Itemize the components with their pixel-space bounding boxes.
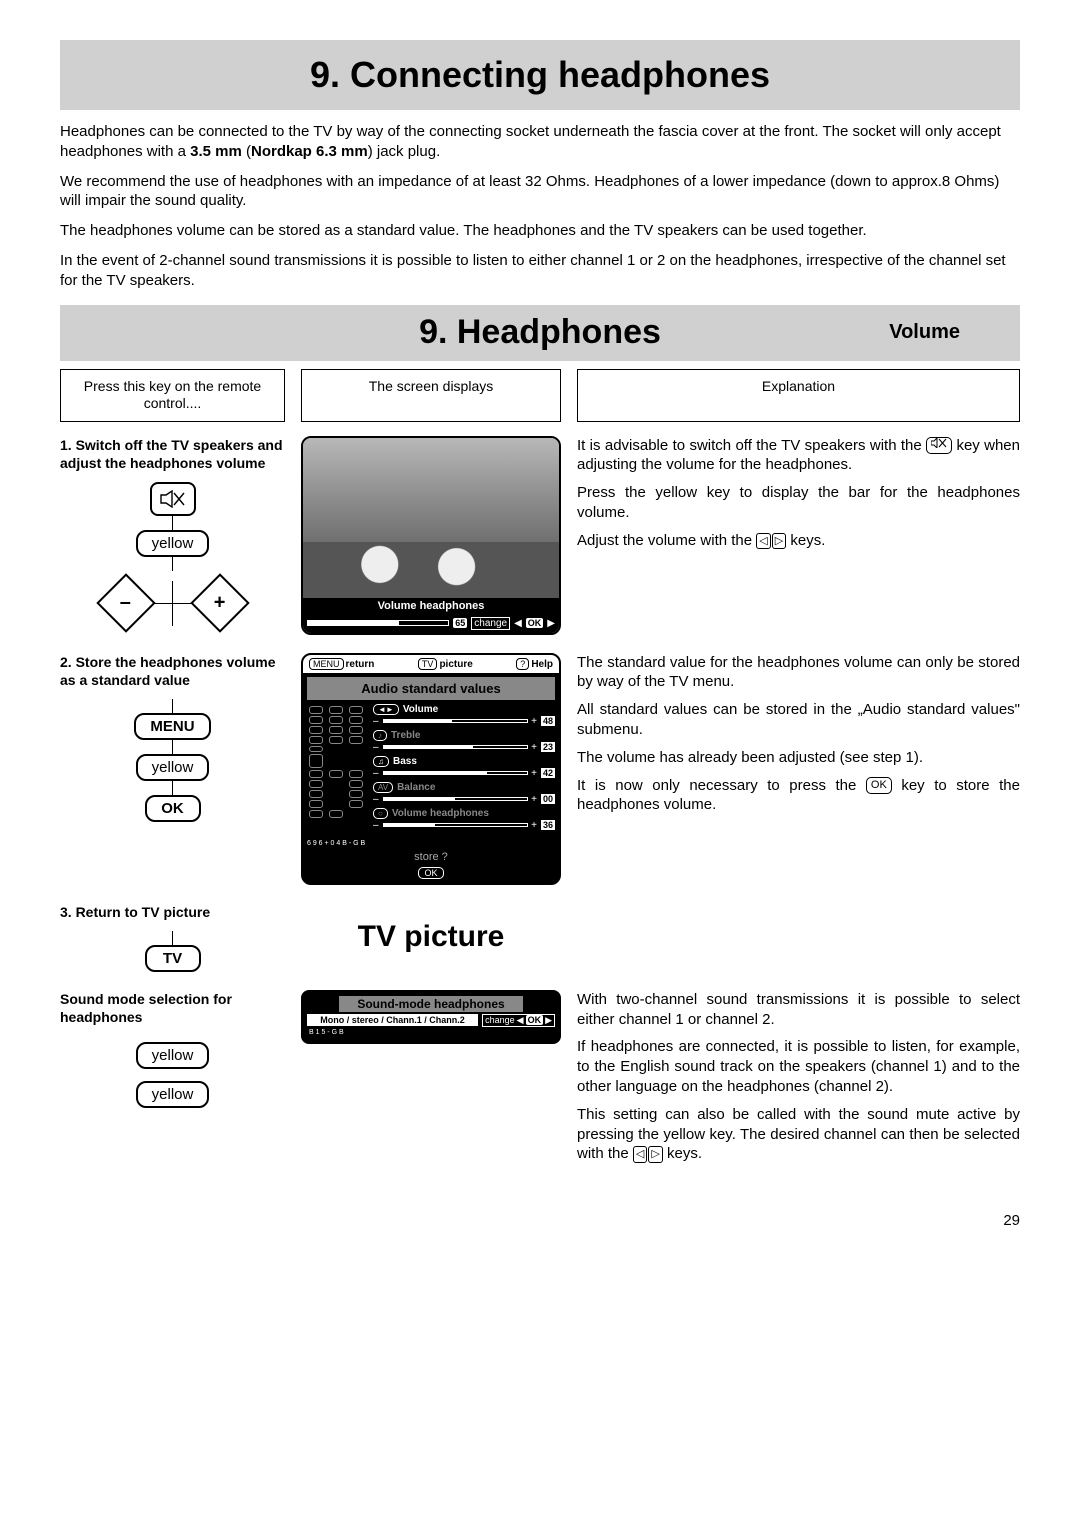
osd-volume-bar: 65 change ◀ OK ▶ [303, 614, 559, 633]
menu-footer: 6 9 6 + 0 4 B - G B [303, 838, 559, 849]
left-triangle-icon: ◀ [514, 618, 522, 629]
step1-explanation: It is advisable to switch off the TV spe… [577, 436, 1020, 635]
intro-p4: In the event of 2-channel sound transmis… [60, 251, 1020, 291]
step1-middle: Volume headphones 65 change ◀ OK ▶ [301, 436, 561, 635]
osd-volume-title: Volume headphones [303, 598, 559, 614]
yellow-key: yellow [136, 530, 210, 557]
osd-volume-value: 65 [453, 618, 467, 628]
menu-item: ◄►Volume – + 48 [373, 704, 555, 727]
step2-left: 2. Store the headphones volume as a stan… [60, 653, 285, 885]
tv-key: TV [145, 945, 201, 972]
intro-p1-bold1: 3.5 mm [190, 143, 242, 160]
sound-mode-options: Mono / stereo / Chann.1 / Chann.2 [307, 1014, 478, 1026]
mute-icon [150, 482, 196, 516]
yellow-key: yellow [136, 1042, 210, 1069]
step1-row: 1. Switch off the TV speakers and adjust… [60, 436, 1020, 635]
sound-mode-change: change ◀ OK ▶ [482, 1014, 555, 1027]
sound-mode-screenshot: Sound-mode headphones Mono / stereo / Ch… [301, 990, 561, 1044]
osd-change-label: change [471, 617, 510, 630]
step3-left: 3. Return to TV picture TV [60, 903, 285, 972]
tv-picture-label: TV picture [358, 920, 505, 954]
intro-p1-paren-open: ( [242, 143, 251, 160]
step1-title: 1. Switch off the TV speakers and adjust… [60, 436, 285, 472]
step3-title: 3. Return to TV picture [60, 903, 285, 921]
step2-row: 2. Store the headphones volume as a stan… [60, 653, 1020, 885]
inline-mute-icon [926, 437, 952, 453]
column-headers: Press this key on the remote control....… [60, 369, 1020, 422]
menu-list: ◄►Volume – + 48 ♪Treble – + 23 ♫Bass – +… [373, 704, 555, 834]
intro-p1-close: ) jack plug. [368, 143, 441, 160]
plus-key: + [190, 574, 249, 633]
section-banner-headphones: 9. Headphones Volume [60, 305, 1020, 361]
left-triangle-icon: ◀ [517, 1015, 524, 1026]
intro-p1: Headphones can be connected to the TV by… [60, 122, 1020, 162]
tv-screenshot-volume: Volume headphones 65 change ◀ OK ▶ [301, 436, 561, 635]
step1-remote-seq: yellow – + [60, 482, 285, 626]
intro-p1-bold2: Nordkap 6.3 mm [251, 143, 368, 160]
step4-row: Sound mode selection for headphones yell… [60, 990, 1020, 1172]
menu-item: ♫Bass – + 42 [373, 756, 555, 779]
col-header-right: Explanation [577, 369, 1020, 422]
menu-screenshot-audio: MENUreturn TVpicture ?Help Audio standar… [301, 653, 561, 885]
step4-middle: Sound-mode headphones Mono / stereo / Ch… [301, 990, 561, 1172]
step4-explanation: With two-channel sound transmissions it … [577, 990, 1020, 1172]
col-header-mid: The screen displays [301, 369, 561, 422]
step3-row: 3. Return to TV picture TV TV picture [60, 903, 1020, 972]
step1-left: 1. Switch off the TV speakers and adjust… [60, 436, 285, 635]
intro-text: Headphones can be connected to the TV by… [60, 122, 1020, 291]
step3-middle: TV picture [301, 903, 561, 972]
menu-item: AVBalance – + 00 [373, 782, 555, 805]
headphones-title: 9. Headphones [419, 313, 661, 352]
step4-title: Sound mode selection for headphones [60, 990, 285, 1026]
menu-item: ○Volume headphones – + 36 [373, 808, 555, 831]
step4-remote-seq: yellow yellow [60, 1042, 285, 1108]
osd-ok: OK [526, 618, 544, 628]
plus-minus-keys: – + [105, 581, 241, 626]
yellow-key: yellow [136, 1081, 210, 1108]
menu-item: ♪Treble – + 23 [373, 730, 555, 753]
inline-leftright-icon: ◁▷ [633, 1146, 663, 1163]
step2-explanation: The standard value for the headphones vo… [577, 653, 1020, 885]
minus-key: – [96, 574, 155, 633]
menu-top-bar: MENUreturn TVpicture ?Help [303, 655, 559, 673]
inline-leftright-icon: ◁▷ [756, 533, 786, 550]
step2-remote-seq: MENU yellow OK [60, 699, 285, 822]
yellow-key: yellow [136, 754, 210, 781]
right-triangle-icon: ▶ [545, 1015, 552, 1026]
step4-left: Sound mode selection for headphones yell… [60, 990, 285, 1172]
menu-ok: OK [303, 865, 559, 883]
headphones-subtitle: Volume [889, 321, 960, 344]
section-banner-connecting: 9. Connecting headphones [60, 40, 1020, 110]
ok-key: OK [145, 795, 201, 822]
menu-remote-graphic [307, 704, 369, 834]
step2-title: 2. Store the headphones volume as a stan… [60, 653, 285, 689]
col-header-left: Press this key on the remote control.... [60, 369, 285, 422]
menu-header: Audio standard values [307, 677, 555, 700]
menu-key: MENU [134, 713, 210, 740]
step2-middle: MENUreturn TVpicture ?Help Audio standar… [301, 653, 561, 885]
step3-remote-seq: TV [60, 931, 285, 972]
sound-mode-footer: B 1 5 - G B [303, 1027, 559, 1038]
sound-mode-title: Sound-mode headphones [339, 996, 523, 1012]
inline-ok-key: OK [866, 777, 892, 793]
intro-p3: The headphones volume can be stored as a… [60, 221, 1020, 241]
menu-store: store ? [303, 849, 559, 865]
intro-p2: We recommend the use of headphones with … [60, 172, 1020, 212]
page-number: 29 [60, 1212, 1020, 1229]
right-triangle-icon: ▶ [547, 618, 555, 629]
